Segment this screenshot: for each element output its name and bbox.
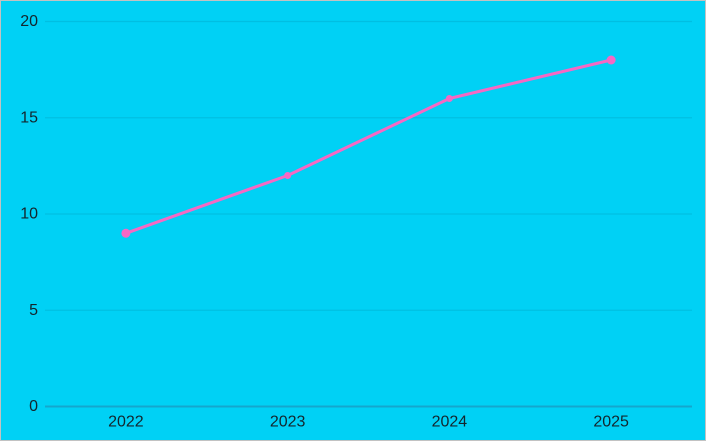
x-tick-label: 2025 <box>593 414 629 431</box>
x-tick-label: 2022 <box>108 414 144 431</box>
y-tick-label: 10 <box>20 206 38 223</box>
y-tick-label: 5 <box>29 302 38 319</box>
y-tick-label: 0 <box>29 398 38 415</box>
x-tick-label: 2024 <box>432 414 468 431</box>
x-tick-label: 2023 <box>270 414 306 431</box>
y-tick-label: 15 <box>20 109 38 126</box>
data-point <box>445 95 453 102</box>
y-tick-label: 20 <box>20 13 38 30</box>
data-point <box>121 228 131 238</box>
data-point <box>606 55 616 65</box>
data-point <box>284 172 292 179</box>
data-line <box>124 58 613 235</box>
